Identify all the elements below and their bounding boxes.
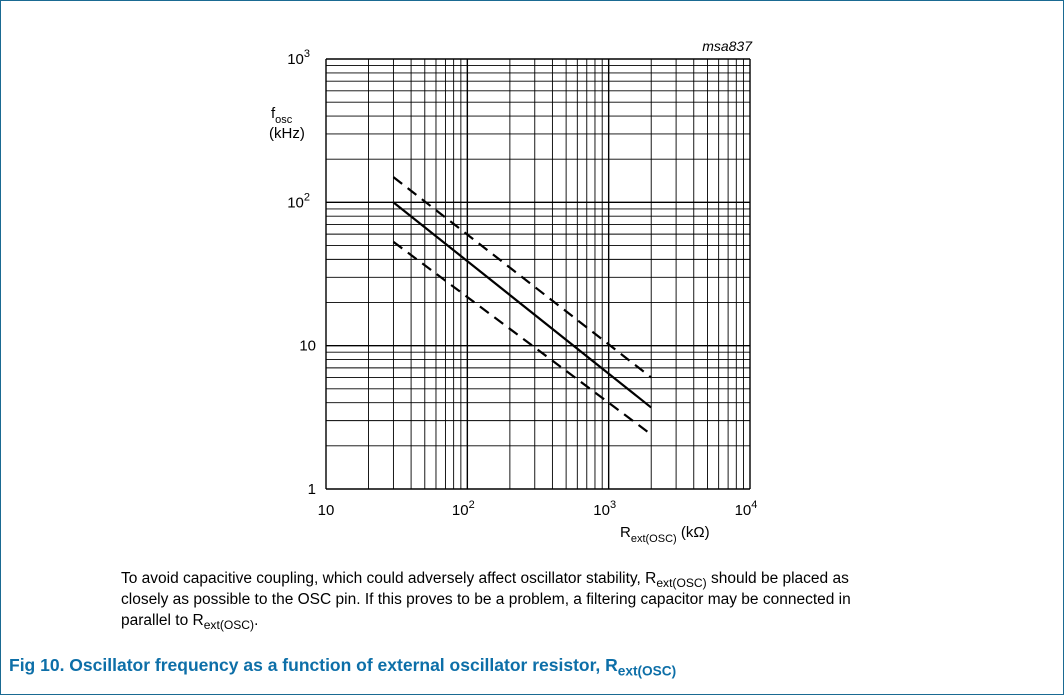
y-tick-label: 103 [287,48,310,68]
chart-minor-grid [326,59,750,489]
chart-major-grid [325,58,751,490]
y-tick-label: 10 [299,338,316,355]
series-line-3-dashed [392,240,652,436]
y-axis-label: fosc [271,105,293,126]
x-tick-label: 102 [452,499,475,519]
x-tick-label: 103 [593,499,616,519]
series-line-2-solid [392,201,652,409]
chart-note: To avoid capacitive coupling, which coul… [121,568,861,631]
note-subscript-2: ext(OSC) [203,617,255,632]
series-line-1-dashed [392,176,652,379]
caption-subscript: ext(OSC) [617,663,677,679]
x-tick-label: 104 [735,499,758,519]
chart-series [392,176,652,436]
x-axis-label: Rext(OSC) (kΩ) [620,524,710,545]
caption-text: Fig 10. Oscillator frequency as a functi… [9,655,618,675]
y-axis-unit: (kHz) [269,125,305,142]
y-tick-label: 102 [287,191,310,211]
note-text-1: To avoid capacitive coupling, which coul… [121,570,657,587]
chart-id-label: msa837 [702,38,753,54]
figure-caption: Fig 10. Oscillator frequency as a functi… [9,655,677,679]
x-tick-label: 10 [318,502,335,519]
note-subscript-1: ext(OSC) [656,575,707,590]
note-text-3: . [254,612,259,629]
note-text-2: should be placed as closely as possible … [121,570,851,629]
y-tick-label: 1 [308,481,316,498]
